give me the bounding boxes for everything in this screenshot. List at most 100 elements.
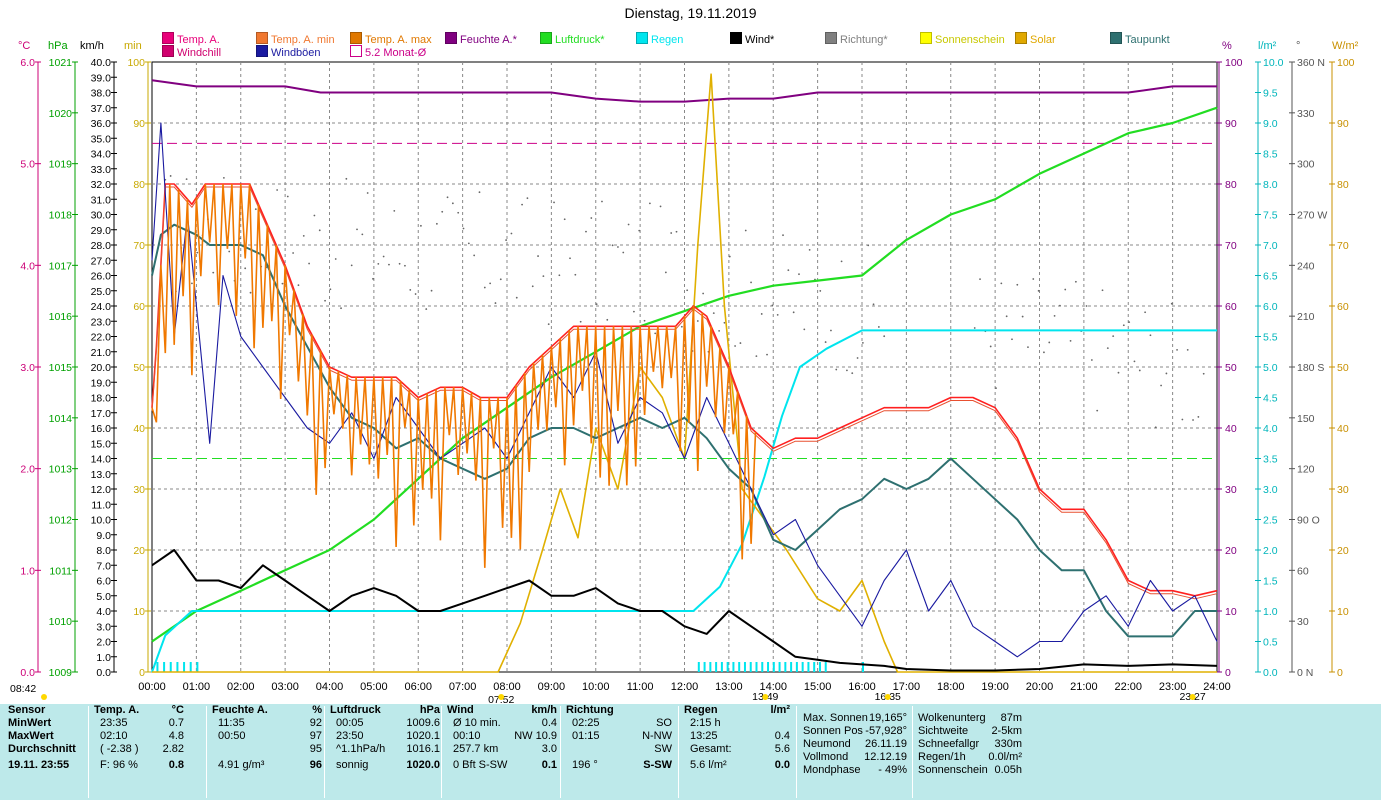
luftdruck-row-value: 1020.1	[406, 730, 440, 742]
panel-separator	[324, 706, 325, 798]
wm2-axis-tick-label: 90	[1337, 118, 1349, 130]
rain-axis-tick-label: 4.5	[1263, 393, 1278, 405]
wind-direction-dot	[1005, 315, 1008, 318]
hpa-axis-tick-label: 1009	[49, 667, 73, 679]
rain-axis-tick-label: 9.0	[1263, 118, 1278, 130]
wind-direction-dot	[366, 192, 369, 194]
rain-axis-tick-label: 9.5	[1263, 88, 1278, 100]
wind-direction-dot	[1138, 369, 1141, 372]
wind-direction-dot	[457, 211, 460, 214]
sensor-row: 19.11. 23:55	[8, 759, 70, 771]
wind-direction-dot	[856, 357, 859, 359]
weather-chart: 0.01.02.03.04.05.06.01009101010111012101…	[10, 57, 1355, 704]
wm2-axis-tick-label: 100	[1337, 57, 1355, 69]
temp-row-label: 02:10	[100, 730, 128, 742]
wind-direction-dot	[803, 328, 806, 331]
rain-bar	[749, 662, 752, 672]
wind-direction-dot	[1048, 341, 1051, 344]
wind-direction-dot	[1165, 372, 1168, 375]
wind-direction-dot	[356, 228, 358, 231]
hpa-axis-tick-label: 1013	[49, 464, 73, 476]
wind-row-value: NW 10.9	[514, 730, 557, 742]
wind-direction-dot	[1096, 409, 1099, 412]
pct-axis-tick-label: 80	[1225, 179, 1237, 191]
luftdruck-row-value: 1016.1	[406, 743, 440, 755]
wind-direction-dot	[696, 320, 699, 322]
rain-axis-tick-label: 4.0	[1263, 423, 1278, 435]
legend-swatch	[540, 32, 552, 44]
wind-direction-dot	[1090, 359, 1093, 361]
sensor-row: MinWert	[8, 717, 52, 729]
legend-label: Regen	[651, 34, 684, 46]
richtung-row-label: 02:25	[572, 717, 600, 729]
time-tick-label: 07:00	[449, 681, 477, 693]
time-tick-label: 11:00	[627, 681, 654, 693]
deg-axis-tick-label: 120	[1297, 464, 1315, 476]
temp-axis-tick-label: 2.0	[20, 464, 35, 476]
time-tick-label: 17:00	[893, 681, 921, 693]
min-axis-tick-label: 70	[133, 240, 145, 252]
min-axis-tick-label: 60	[133, 301, 145, 313]
wind-row-label: 0 Bft S-SW	[453, 759, 508, 771]
temp-row-value: 0.8	[168, 759, 184, 771]
deg-axis-tick-label: 330	[1297, 108, 1315, 120]
wind-direction-dot	[686, 289, 689, 292]
series-line-wind-	[151, 549, 1218, 672]
rain-bar	[703, 662, 706, 672]
wind-direction-dot	[851, 372, 854, 375]
luftdruck-row-label: 00:05	[336, 717, 364, 729]
wind-direction-dot	[877, 326, 880, 328]
hpa-axis-tick-label: 1020	[49, 108, 73, 120]
wind-direction-dot	[425, 308, 428, 310]
legend-label: Temp. A. min	[271, 34, 335, 46]
hpa-axis-tick-label: 1014	[49, 413, 73, 425]
wind-direction-dot	[473, 254, 476, 257]
wind-direction-dot	[1149, 334, 1152, 337]
richtung-row-label: 196 °	[572, 759, 598, 771]
pct-axis-tick-label: 90	[1225, 118, 1237, 130]
legend-swatch	[1110, 32, 1122, 44]
time-tick-label: 02:00	[227, 681, 255, 693]
wind-direction-dot	[883, 335, 886, 338]
wind-direction-dot	[1117, 371, 1120, 374]
rain-axis-tick-label: 8.0	[1263, 179, 1278, 191]
wind-direction-dot	[292, 252, 295, 254]
wind-direction-dot	[622, 251, 625, 254]
wind-direction-dot	[563, 218, 566, 221]
rain-bar	[784, 662, 787, 672]
wind-direction-dot	[318, 229, 321, 232]
rain-bar	[189, 662, 192, 672]
wind-direction-dot	[462, 227, 465, 230]
hpa-axis-tick-label: 1015	[49, 362, 73, 374]
wind-direction-dot	[744, 229, 747, 232]
misc-value: 330m	[994, 738, 1022, 750]
wind-direction-dot	[1144, 311, 1147, 314]
astro-value: 26.11.19	[864, 738, 907, 750]
wind-unit: km/h	[531, 704, 557, 716]
min-axis-tick-label: 50	[133, 362, 145, 374]
wind-direction-dot	[702, 292, 705, 295]
wind-direction-dot	[553, 201, 555, 204]
feuchte-row-value: 95	[309, 743, 322, 755]
kmh-axis-tick-label: 1.0	[96, 652, 111, 664]
wind-direction-dot	[750, 281, 752, 284]
wind-direction-dot	[531, 285, 534, 288]
wind-direction-dot	[574, 273, 577, 276]
series-line-windb-en	[151, 122, 1218, 658]
legend-swatch	[730, 32, 742, 44]
legend-swatch	[162, 32, 174, 44]
wind-direction-dot	[824, 341, 827, 343]
richtung-row-value: N-NW	[642, 730, 672, 742]
legend-label: Windböen	[271, 47, 321, 59]
wind-direction-dot	[627, 223, 630, 226]
luftdruck-row-label: 23:50	[336, 730, 364, 742]
wind-direction-dot	[1059, 304, 1061, 307]
wind-direction-dot	[766, 353, 768, 356]
wind-direction-dot	[633, 310, 635, 313]
wind-direction-dot	[1197, 416, 1200, 418]
legend-item-solar: Solar	[1015, 32, 1056, 46]
kmh-axis-tick-label: 23.0	[91, 316, 112, 328]
rain-bar	[163, 662, 166, 672]
kmh-axis-tick-label: 8.0	[96, 545, 111, 557]
time-tick-label: 01:00	[183, 681, 211, 693]
